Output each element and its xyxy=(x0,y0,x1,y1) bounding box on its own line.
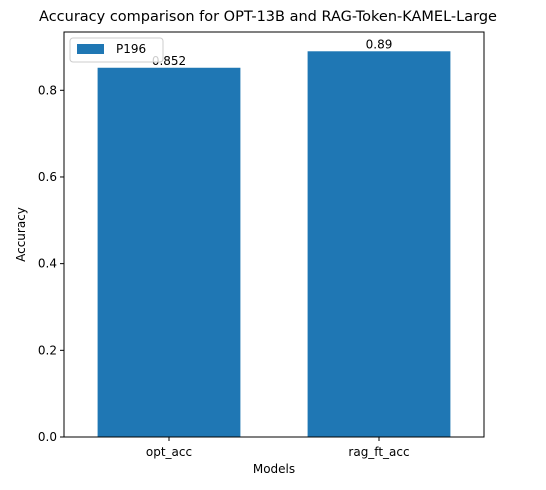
y-axis: 0.0 0.2 0.4 0.6 0.8 xyxy=(38,83,64,444)
legend: P196 xyxy=(69,37,164,63)
x-tick-label-opt_acc: opt_acc xyxy=(146,445,192,459)
y-tick-label: 0.2 xyxy=(38,343,57,357)
data-label-rag_ft_acc: 0.89 xyxy=(366,37,393,51)
y-tick-label: 0.6 xyxy=(38,170,57,184)
plot-frame xyxy=(63,31,485,438)
y-axis-label: Accuracy xyxy=(14,207,28,262)
x-axis-label: Models xyxy=(253,462,295,476)
bar-opt_acc xyxy=(97,67,241,437)
y-tick-label: 0.8 xyxy=(38,83,57,97)
y-tick-label: 0.4 xyxy=(38,257,57,271)
x-tick-label-rag_ft_acc: rag_ft_acc xyxy=(348,445,409,459)
bar-rag_ft_acc xyxy=(307,51,451,438)
chart-title: Accuracy comparison for OPT-13B and RAG-… xyxy=(39,9,497,25)
y-tick-label: 0.0 xyxy=(38,430,57,444)
legend-label-p196: P196 xyxy=(116,42,146,56)
legend-swatch-p196 xyxy=(77,44,104,54)
x-axis: opt_acc rag_ft_acc xyxy=(146,437,410,459)
